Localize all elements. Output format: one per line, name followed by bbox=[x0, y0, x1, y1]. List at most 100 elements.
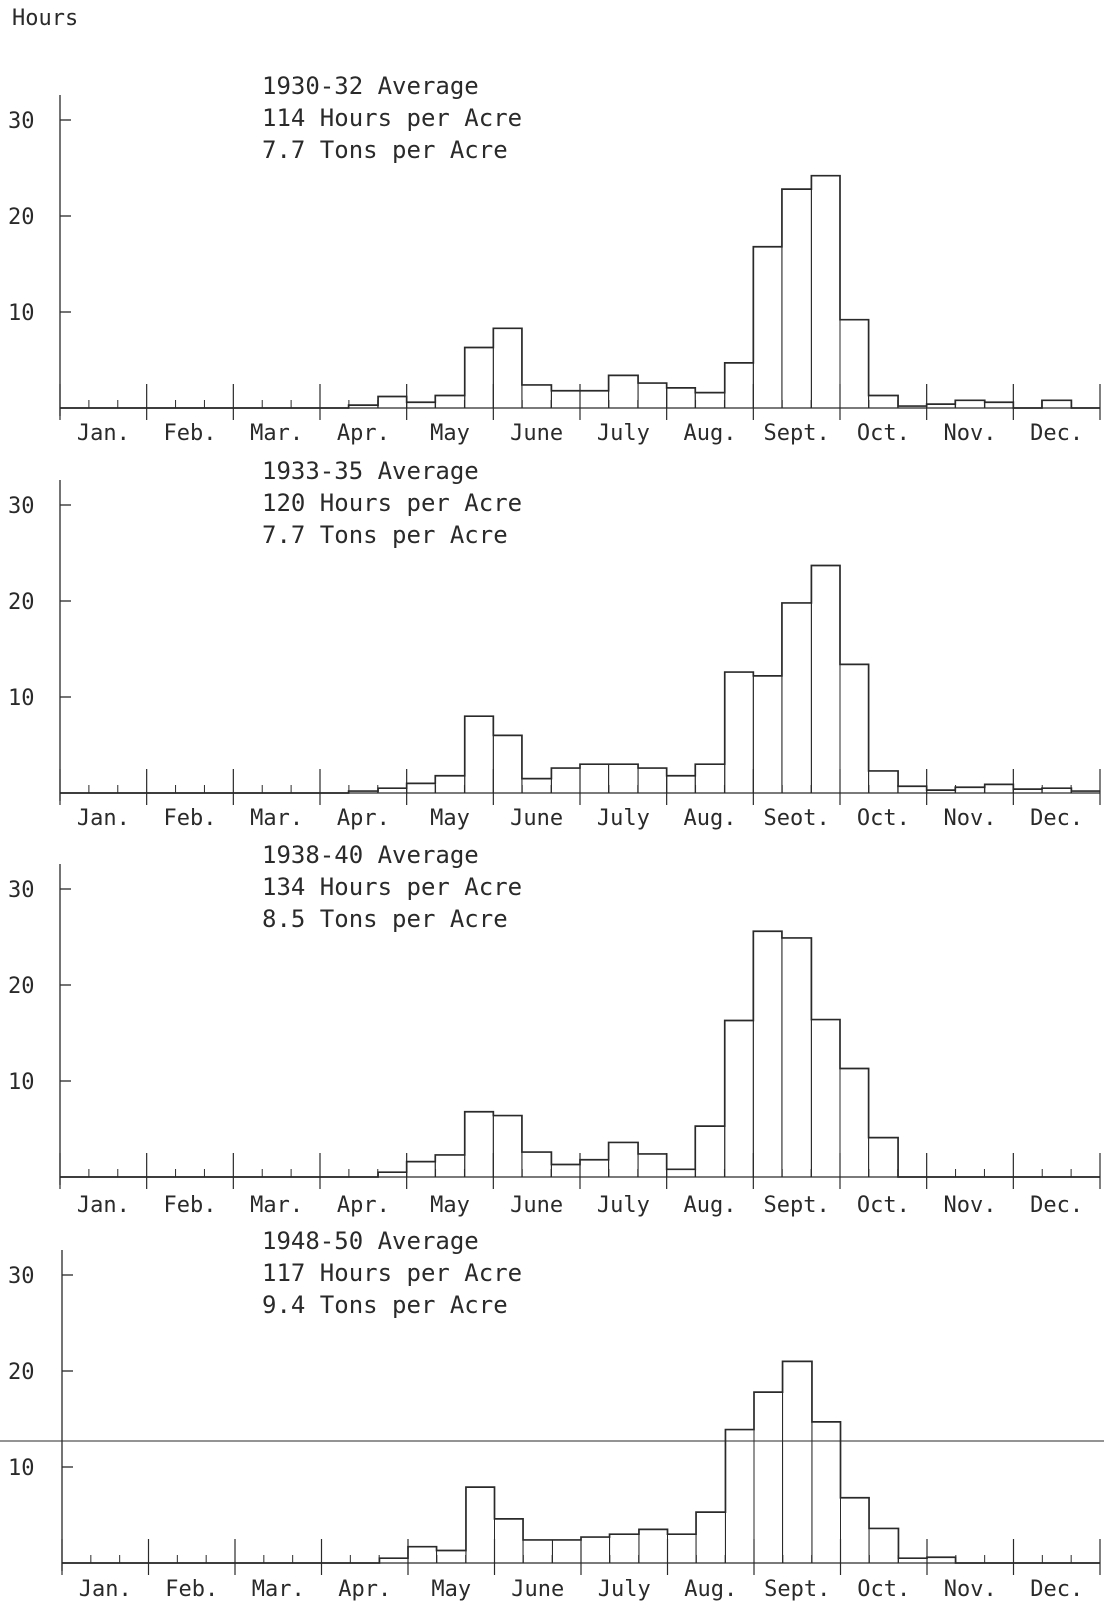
month-label: Aug. bbox=[684, 806, 737, 831]
panel-title-line: 1938-40 Average bbox=[262, 841, 479, 869]
histogram-bar bbox=[811, 565, 840, 793]
panel-title-line: 117 Hours per Acre bbox=[262, 1259, 522, 1287]
month-label: June bbox=[510, 421, 563, 446]
histogram-step-line bbox=[60, 930, 1100, 1178]
histogram-bar bbox=[493, 328, 522, 408]
month-label: Nov. bbox=[944, 1193, 997, 1218]
month-label: Feb. bbox=[164, 421, 217, 446]
histogram-bar bbox=[840, 664, 869, 793]
month-label: Jan. bbox=[77, 806, 130, 831]
month-label: Oct. bbox=[857, 421, 910, 446]
month-label: Mar. bbox=[250, 806, 303, 831]
month-label: Aug. bbox=[684, 1577, 737, 1602]
chart-panel-1: 10 20 30 Jan. Feb. Mar. Apr. May June July Aug. Sep… bbox=[8, 72, 1101, 446]
histogram-bar bbox=[465, 1112, 494, 1177]
histogram-step-line bbox=[62, 1360, 1100, 1564]
y-tick-label: 30 bbox=[8, 109, 35, 134]
chart-panel-2: 10 20 30 Jan. Feb. Mar. Apr. May June July Aug. Seo… bbox=[8, 457, 1101, 831]
month-label: May bbox=[430, 421, 470, 446]
month-label: Dec. bbox=[1030, 806, 1083, 831]
histogram-bar bbox=[435, 776, 464, 793]
histogram-bar bbox=[522, 385, 551, 408]
chart-panel-3: 10 20 30 Jan. Feb. Mar. Apr. May June July Aug. Sep… bbox=[8, 841, 1101, 1218]
month-label: Feb. bbox=[164, 806, 217, 831]
histogram-bar bbox=[522, 779, 551, 793]
month-label: June bbox=[511, 1577, 564, 1602]
histogram-bar bbox=[465, 348, 494, 408]
month-label: July bbox=[597, 806, 650, 831]
panel-title-line: 7.7 Tons per Acre bbox=[262, 521, 508, 549]
histogram-bar bbox=[782, 189, 811, 408]
panel-title-line: 1930-32 Average bbox=[262, 72, 479, 100]
month-label: July bbox=[597, 1193, 650, 1218]
histogram-bar bbox=[695, 764, 724, 793]
histogram-bar bbox=[753, 931, 782, 1177]
month-label: July bbox=[597, 421, 650, 446]
histogram-bar bbox=[580, 1160, 609, 1177]
histogram-bar bbox=[783, 1361, 812, 1563]
month-label: Mar. bbox=[252, 1577, 305, 1602]
panel-title-line: 9.4 Tons per Acre bbox=[262, 1291, 508, 1319]
histogram-bar bbox=[551, 391, 580, 408]
histogram-bar bbox=[869, 771, 898, 793]
histogram-bar bbox=[869, 1138, 898, 1177]
histogram-bar bbox=[811, 1020, 840, 1177]
histogram-step-line bbox=[60, 564, 1100, 794]
y-tick-label: 20 bbox=[8, 974, 35, 999]
month-label: Jan. bbox=[79, 1577, 132, 1602]
histogram-bar bbox=[435, 1155, 464, 1177]
month-label: Nov. bbox=[944, 806, 997, 831]
histogram-bar bbox=[667, 776, 696, 793]
histogram-bar bbox=[869, 396, 898, 408]
histogram-bar bbox=[610, 1534, 639, 1563]
month-label: Dec. bbox=[1030, 1577, 1083, 1602]
histogram-bar bbox=[840, 1069, 869, 1177]
histogram-bar bbox=[955, 400, 984, 408]
histogram-bar bbox=[407, 783, 436, 793]
month-label: Seot. bbox=[764, 806, 830, 831]
histogram-bar bbox=[869, 1528, 898, 1563]
month-label: May bbox=[431, 1577, 471, 1602]
histogram-bar bbox=[667, 388, 696, 408]
chart-panel-4: 10 20 30 Jan. Feb. Mar. Apr. May June July Aug. Sep… bbox=[8, 1227, 1101, 1602]
y-tick-label: 10 bbox=[8, 1070, 35, 1095]
histogram-bar bbox=[840, 320, 869, 408]
histogram-bar bbox=[495, 1519, 524, 1563]
histogram-bar bbox=[609, 764, 638, 793]
histogram-bar bbox=[551, 768, 580, 793]
histogram-bar bbox=[985, 784, 1014, 793]
histogram-bar bbox=[378, 396, 407, 408]
histogram-bar bbox=[609, 375, 638, 408]
histogram-bar bbox=[725, 1021, 754, 1177]
histogram-bar bbox=[465, 716, 494, 793]
histogram-bar bbox=[493, 735, 522, 793]
histogram-bar bbox=[725, 363, 754, 408]
histogram-bar bbox=[753, 676, 782, 793]
histogram-bar bbox=[522, 1152, 551, 1177]
histogram-bar bbox=[581, 1537, 610, 1563]
month-label: June bbox=[510, 806, 563, 831]
y-tick-label: 10 bbox=[8, 686, 35, 711]
histogram-bar bbox=[696, 1512, 725, 1563]
month-label: Mar. bbox=[250, 1193, 303, 1218]
month-label: Apr. bbox=[337, 806, 390, 831]
histogram-bar bbox=[638, 383, 667, 408]
histogram-bar bbox=[407, 402, 436, 408]
y-tick-label: 20 bbox=[8, 590, 35, 615]
histogram-step-line bbox=[60, 174, 1100, 409]
y-tick-label: 10 bbox=[8, 1456, 35, 1481]
histogram-bar bbox=[552, 1540, 581, 1563]
y-tick-label: 10 bbox=[8, 301, 35, 326]
histogram-bar bbox=[435, 396, 464, 408]
histogram-bar bbox=[927, 1557, 956, 1563]
histogram-bar bbox=[580, 391, 609, 408]
month-label: Sept. bbox=[764, 1577, 830, 1602]
panel-title-line: 134 Hours per Acre bbox=[262, 873, 522, 901]
histogram-bar bbox=[985, 402, 1014, 408]
month-label: Sept. bbox=[764, 1193, 830, 1218]
month-label: Aug. bbox=[684, 1193, 737, 1218]
histogram-bar bbox=[668, 1534, 697, 1563]
histogram-bar bbox=[408, 1547, 437, 1563]
panel-title-line: 1948-50 Average bbox=[262, 1227, 479, 1255]
